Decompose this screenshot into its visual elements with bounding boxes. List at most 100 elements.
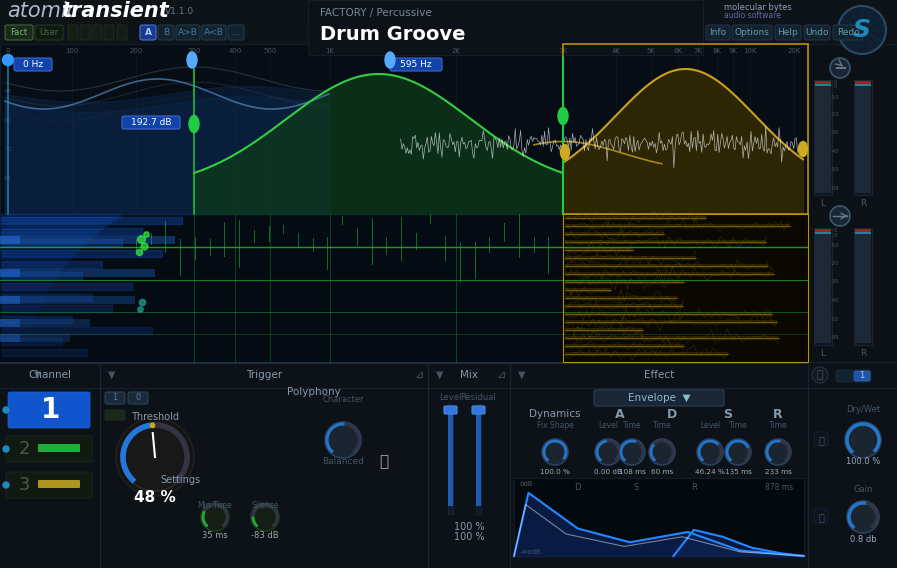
Circle shape	[847, 501, 879, 533]
Text: 4K: 4K	[612, 48, 621, 54]
Bar	[565, 296, 677, 300]
Circle shape	[812, 367, 828, 383]
Text: S: S	[853, 18, 871, 42]
Point	[137, 241, 152, 250]
Point	[132, 248, 146, 257]
Text: ⏻: ⏻	[816, 370, 823, 380]
Circle shape	[619, 439, 645, 465]
Bar	[565, 328, 643, 332]
Text: -3: -3	[832, 232, 838, 237]
Bar	[0, 236, 175, 244]
FancyBboxPatch shape	[6, 472, 92, 498]
Text: Level: Level	[598, 420, 618, 429]
FancyBboxPatch shape	[472, 406, 485, 414]
Text: User: User	[39, 28, 58, 37]
Bar	[565, 248, 633, 252]
Text: 3: 3	[18, 476, 30, 494]
Text: -55: -55	[831, 317, 840, 321]
Text: -∞odB: -∞odB	[520, 549, 542, 555]
Text: 595 Hz: 595 Hz	[400, 60, 431, 69]
Circle shape	[697, 439, 723, 465]
Text: -30: -30	[831, 131, 840, 135]
Text: 500: 500	[264, 48, 276, 54]
Text: 46.24 %: 46.24 %	[695, 469, 725, 475]
Text: D: D	[575, 482, 581, 491]
Bar	[855, 230, 871, 343]
Text: 2K: 2K	[451, 48, 460, 54]
Text: Envelope  ▼: Envelope ▼	[628, 393, 691, 403]
Bar	[565, 216, 706, 220]
Bar	[855, 232, 871, 234]
Bar	[565, 224, 790, 228]
Text: atomic: atomic	[7, 1, 78, 21]
FancyBboxPatch shape	[176, 25, 200, 40]
Circle shape	[845, 422, 881, 458]
Text: Channel: Channel	[29, 370, 72, 380]
Text: FACTORY / Percussive: FACTORY / Percussive	[320, 8, 431, 18]
Bar	[565, 312, 772, 316]
Circle shape	[3, 482, 9, 488]
Text: A>B: A>B	[179, 28, 198, 37]
Text: -88: -88	[831, 186, 840, 191]
Bar	[565, 304, 683, 308]
Bar	[814, 80, 832, 195]
FancyBboxPatch shape	[105, 410, 125, 420]
FancyBboxPatch shape	[68, 25, 78, 40]
Text: Dynamics: Dynamics	[529, 409, 580, 419]
Text: ▼: ▼	[108, 370, 116, 380]
Bar	[565, 344, 684, 348]
Bar	[476, 404, 481, 514]
Bar	[565, 288, 611, 292]
Text: -30: -30	[831, 279, 840, 285]
FancyBboxPatch shape	[105, 392, 125, 404]
Circle shape	[325, 422, 361, 458]
Ellipse shape	[558, 107, 568, 124]
Text: Residual: Residual	[460, 394, 496, 403]
Text: 0: 0	[833, 228, 837, 233]
Text: 48 %: 48 %	[135, 490, 176, 504]
Text: 0: 0	[135, 394, 141, 403]
Text: 100 %: 100 %	[454, 532, 484, 542]
Bar	[565, 272, 774, 276]
Text: A: A	[144, 28, 152, 37]
Ellipse shape	[385, 52, 395, 68]
FancyBboxPatch shape	[814, 432, 828, 446]
Circle shape	[595, 439, 621, 465]
Text: 10K: 10K	[744, 48, 757, 54]
Text: Silence: Silence	[251, 500, 279, 509]
Text: B: B	[163, 28, 169, 37]
Point	[139, 229, 153, 239]
FancyBboxPatch shape	[80, 25, 90, 40]
Bar	[565, 264, 768, 268]
Bar	[565, 352, 728, 356]
Text: ▼: ▼	[436, 370, 443, 380]
Text: 72: 72	[4, 147, 12, 152]
Bar	[808, 44, 897, 362]
FancyBboxPatch shape	[444, 406, 457, 414]
Text: 1: 1	[40, 396, 59, 424]
Text: 🔒: 🔒	[818, 512, 824, 522]
Bar	[815, 232, 831, 234]
Text: L: L	[821, 349, 825, 357]
Text: -88: -88	[831, 336, 840, 340]
FancyBboxPatch shape	[6, 436, 92, 462]
Circle shape	[3, 55, 13, 65]
FancyBboxPatch shape	[117, 25, 127, 40]
Text: 100 %: 100 %	[454, 522, 484, 532]
Circle shape	[542, 439, 568, 465]
Text: -40: -40	[831, 298, 840, 303]
Text: 2: 2	[18, 440, 30, 458]
FancyBboxPatch shape	[594, 390, 724, 406]
Text: R: R	[860, 198, 867, 207]
Text: ▼: ▼	[518, 370, 526, 380]
Text: 9K: 9K	[728, 48, 737, 54]
Text: Trigger: Trigger	[246, 370, 282, 380]
Bar	[514, 478, 804, 556]
Text: R: R	[773, 407, 783, 420]
Text: 300: 300	[187, 48, 201, 54]
Text: ▼: ▼	[34, 370, 41, 380]
Text: 1: 1	[112, 394, 118, 403]
Text: S: S	[633, 482, 639, 491]
Bar	[854, 228, 872, 345]
FancyBboxPatch shape	[38, 480, 80, 488]
